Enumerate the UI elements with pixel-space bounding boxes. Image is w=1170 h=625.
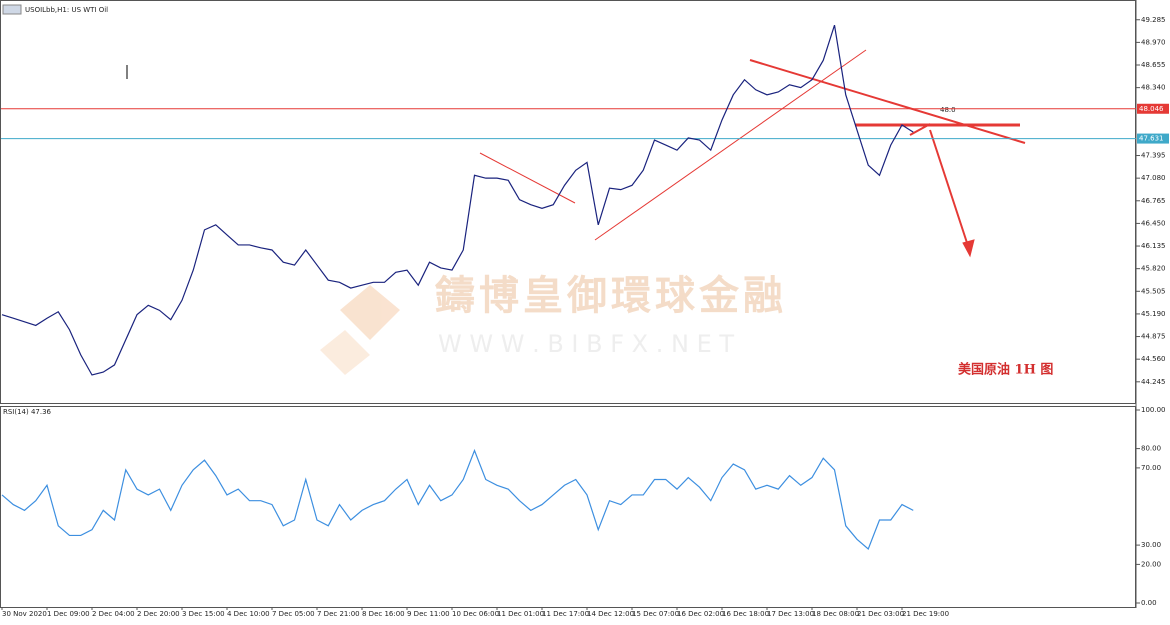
level-note: 48.0 <box>940 106 956 114</box>
x-tick-label: 15 Dec 07:00 <box>632 610 679 618</box>
x-tick-label: 21 Dec 03:00 <box>857 610 904 618</box>
x-tick-label: 17 Dec 13:00 <box>767 610 814 618</box>
rsi-title: RSI(14) 47.36 <box>3 408 52 416</box>
chart-title: USOILbb,H1: US WTI Oil <box>25 6 108 14</box>
y-tick-label: 45.505 <box>1141 287 1166 295</box>
watermark-url: W W W . B I B F X . N E T <box>438 330 734 358</box>
x-tick-label: 11 Dec 01:00 <box>497 610 544 618</box>
caption: 美国原油 1H 图 <box>958 362 1053 378</box>
price-level-label: 47.631 <box>1139 135 1164 143</box>
y-tick-label: 0.00 <box>1141 599 1157 607</box>
x-tick-label: 16 Dec 18:00 <box>722 610 769 618</box>
x-tick-label: 8 Dec 16:00 <box>362 610 405 618</box>
y-tick-label: 44.560 <box>1141 355 1166 363</box>
x-tick-label: 7 Dec 21:00 <box>317 610 360 618</box>
y-tick-label: 80.00 <box>1141 445 1161 453</box>
price-line <box>1 448 914 550</box>
x-tick-label: 4 Dec 10:00 <box>227 610 270 618</box>
y-tick-label: 100.00 <box>1141 406 1166 414</box>
x-tick-label: 16 Dec 02:00 <box>677 610 724 618</box>
y-tick-label: 48.970 <box>1141 38 1166 46</box>
y-tick-label: 47.080 <box>1141 174 1166 182</box>
price-level-label: 48.046 <box>1139 105 1164 113</box>
trend-lines <box>479 49 1026 258</box>
icon <box>2 4 22 15</box>
y-tick-label: 48.340 <box>1141 84 1166 92</box>
x-tick-label: 18 Dec 08:00 <box>812 610 859 618</box>
price-level-box <box>1137 133 1169 144</box>
y-tick-label: 30.00 <box>1141 541 1161 549</box>
y-tick-label: 44.875 <box>1141 333 1166 341</box>
y-tick-label: 45.820 <box>1141 265 1166 273</box>
x-tick-label: 14 Dec 12:00 <box>587 610 634 618</box>
price-level-box <box>1137 103 1169 114</box>
y-tick-label: 46.765 <box>1141 197 1166 205</box>
x-tick-label: 3 Dec 15:00 <box>182 610 225 618</box>
rsi-panel <box>0 406 1136 608</box>
watermark-logo <box>320 285 400 375</box>
y-tick-label: 44.245 <box>1141 378 1166 386</box>
watermark-name: 鑄博皇御環球金融 <box>434 273 787 319</box>
y-tick-label: 47.395 <box>1141 152 1166 160</box>
y-tick-label: 20.00 <box>1141 560 1161 568</box>
x-tick-label: 1 Dec 09:00 <box>47 610 90 618</box>
y-tick-label: 49.285 <box>1141 16 1166 24</box>
x-tick-label: 2 Dec 20:00 <box>137 610 180 618</box>
y-tick-label: 46.450 <box>1141 219 1166 227</box>
x-tick-label: 2 Dec 04:00 <box>92 610 135 618</box>
x-tick-label: 9 Dec 11:00 <box>407 610 450 618</box>
x-tick-label: 11 Dec 17:00 <box>542 610 589 618</box>
price-line <box>1 24 914 376</box>
y-tick-label: 70.00 <box>1141 464 1161 472</box>
x-tick-label: 30 Nov 2020 <box>2 610 47 618</box>
y-tick-label: 45.190 <box>1141 310 1166 318</box>
x-tick-label: 7 Dec 05:00 <box>272 610 315 618</box>
x-tick-label: 21 Dec 19:00 <box>902 610 949 618</box>
y-tick-label: 46.135 <box>1141 242 1166 250</box>
y-tick-label: 48.655 <box>1141 61 1166 69</box>
x-tick-label: 10 Dec 06:00 <box>452 610 499 618</box>
